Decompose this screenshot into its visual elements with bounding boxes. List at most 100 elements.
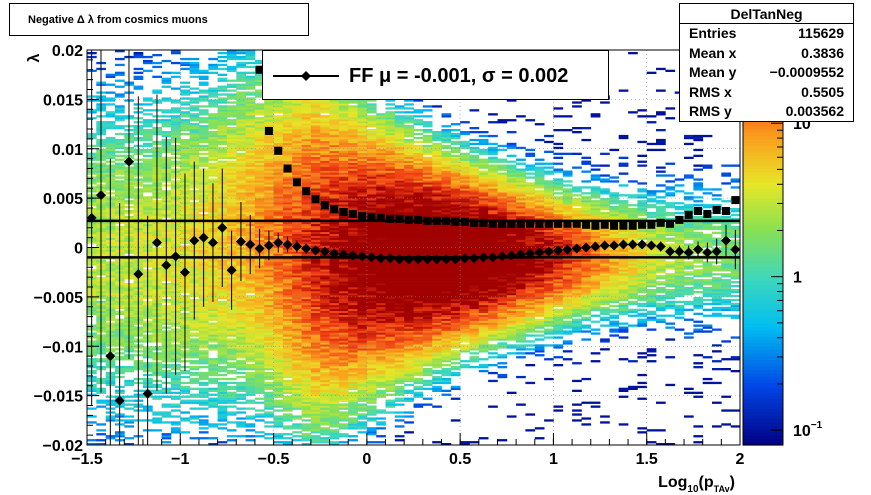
heatmap-cell (301, 375, 312, 379)
heatmap-cell (217, 93, 228, 96)
heatmap-cell (310, 371, 321, 375)
heatmap-cell (273, 314, 284, 317)
heatmap-cell (320, 121, 330, 124)
heatmap-cell (366, 316, 377, 319)
heatmap-cell (301, 142, 312, 146)
heatmap-cell (273, 348, 284, 351)
heatmap-cell (226, 178, 237, 181)
heatmap-cell (226, 421, 237, 424)
heatmap-cell (282, 202, 293, 205)
heatmap-cell (264, 316, 274, 319)
heatmap-cell (105, 142, 116, 146)
heatmap-cell (273, 109, 284, 112)
heatmap-cell (217, 105, 228, 108)
heatmap-cell (366, 275, 377, 278)
heatmap-cell (189, 136, 200, 140)
heatmap-cell (198, 121, 209, 124)
heatmap-cell (320, 405, 330, 408)
heatmap-cell (329, 196, 340, 199)
heatmap-cell (189, 387, 200, 390)
heatmap-cell (301, 427, 312, 430)
heatmap-cell (245, 61, 256, 65)
heatmap-cell (292, 156, 302, 159)
heatmap-cell (226, 334, 237, 337)
heatmap-cell (292, 302, 302, 306)
heatmap-cell (236, 362, 246, 365)
heatmap-cell (273, 129, 284, 132)
heatmap-cell (348, 221, 358, 225)
heatmap-cell (310, 215, 321, 219)
heatmap-cell (189, 417, 200, 420)
heatmap-cell (338, 168, 349, 171)
heatmap-cell (171, 132, 181, 136)
heatmap-cell (366, 397, 377, 400)
heatmap-cell (189, 381, 200, 385)
heatmap-cell (301, 117, 312, 120)
heatmap-cell (282, 289, 293, 292)
heatmap-cell (180, 385, 190, 389)
heatmap-cell (320, 338, 330, 341)
heatmap-cell (198, 373, 209, 377)
heatmap-cell (254, 271, 265, 274)
heatmap-cell (329, 443, 340, 446)
heatmap-cell (329, 172, 340, 175)
heatmap-cell (310, 121, 321, 124)
heatmap-cell (338, 375, 349, 379)
heatmap-cell (161, 79, 172, 82)
heatmap-cell (310, 267, 321, 270)
heatmap-cell (310, 281, 321, 284)
heatmap-cell (366, 308, 377, 311)
heatmap-cell (254, 223, 265, 227)
heatmap-cell (348, 231, 358, 234)
heatmap-cell (245, 336, 256, 339)
heatmap-cell (348, 348, 358, 351)
heatmap-cell (282, 415, 293, 418)
heatmap-cell (301, 180, 312, 183)
heatmap-cell (152, 421, 162, 424)
heatmap-cell (208, 131, 218, 134)
heatmap-cell (292, 273, 302, 276)
heatmap-cell (310, 306, 321, 310)
heatmap-cell (348, 417, 358, 420)
heatmap-cell (292, 225, 302, 229)
heatmap-cell (226, 310, 237, 313)
heatmap-cell (161, 97, 172, 100)
heatmap-cell (254, 277, 265, 280)
heatmap-cell (273, 393, 284, 396)
heatmap-cell (180, 113, 190, 116)
heatmap-cell (217, 101, 228, 104)
heatmap-cell (273, 215, 284, 219)
heatmap-cell (366, 427, 377, 430)
heatmap-cell (301, 132, 312, 136)
heatmap-cell (348, 360, 358, 363)
heatmap-cell (115, 115, 125, 118)
heatmap-cell (282, 174, 293, 177)
heatmap-cell (226, 213, 237, 217)
heatmap-cell (320, 184, 330, 187)
heatmap-cell (105, 115, 116, 118)
heatmap-cell (329, 348, 340, 351)
heatmap-cell (198, 148, 209, 152)
heatmap-cell (357, 247, 368, 250)
heatmap-cell (329, 263, 340, 266)
heatmap-cell (245, 54, 256, 57)
heatmap-cell (180, 81, 190, 84)
heatmap-cell (273, 332, 284, 335)
heatmap-cell (292, 265, 302, 268)
heatmap-cell (198, 352, 209, 355)
heatmap-cell (180, 93, 190, 96)
heatmap-cell (320, 138, 330, 142)
heatmap-cell (329, 213, 340, 217)
heatmap-cell (236, 381, 246, 385)
heatmap-cell (124, 395, 134, 398)
heatmap-cell (357, 340, 368, 343)
heatmap-cell (366, 206, 377, 209)
heatmap-cell (282, 111, 293, 114)
heatmap-cell (292, 348, 302, 351)
heatmap-cell (115, 168, 125, 171)
heatmap-cell (301, 381, 312, 385)
heatmap-cell (189, 366, 200, 369)
heatmap-cell (217, 358, 228, 361)
heatmap-cell (208, 362, 218, 365)
heatmap-cell (338, 441, 349, 444)
